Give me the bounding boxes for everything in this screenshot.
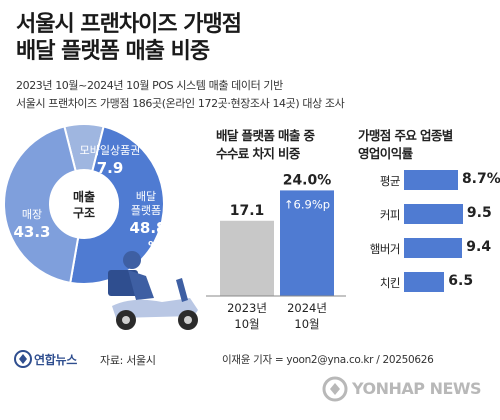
page-title-line2: 배달 플랫폼 매출 비중 bbox=[16, 39, 210, 64]
page-title-line1: 서울시 프랜차이즈 가맹점 bbox=[16, 12, 242, 37]
fee-share-value-1: 24.0% bbox=[283, 172, 332, 188]
fee-share-category-0-year: 2023년 bbox=[227, 301, 267, 315]
margin-value-0: 8.7% bbox=[461, 171, 500, 187]
margin-chart-title-line2: 영업이익률 bbox=[358, 146, 413, 161]
fee-share-category-1-year: 2024년 bbox=[287, 301, 327, 315]
margin-bar-1 bbox=[404, 204, 463, 224]
donut-slice-2 bbox=[3, 125, 80, 284]
margin-value-2: 9.4 bbox=[466, 239, 492, 255]
delivery-scooter-illustration bbox=[108, 251, 198, 330]
watermark-text: YONHAP NEWS bbox=[352, 379, 482, 398]
margin-category-3: 치킨 bbox=[379, 276, 401, 290]
credit-text: 이재윤 기자 = yoon2@yna.co.kr / 20250626 bbox=[222, 354, 434, 366]
margin-bar-0 bbox=[404, 170, 458, 190]
fee-share-bar-1 bbox=[280, 190, 334, 296]
slice-value-delivery: 48.8 bbox=[129, 219, 166, 237]
margin-category-0: 평균 bbox=[379, 174, 401, 188]
operating-margin-bar-chart: 평균 8.7% 커피 9.5 햄버거 9.4 치킨 6.5 bbox=[348, 170, 500, 310]
slice-value-store: 43.3 bbox=[13, 223, 50, 241]
yonhap-watermark-icon bbox=[322, 376, 348, 402]
margin-value-1: 9.5 bbox=[466, 205, 492, 221]
fee-share-category-1-month: 10월 bbox=[294, 317, 319, 331]
slice-label-store: 매장 bbox=[22, 208, 42, 221]
source-text: 자료: 서울시 bbox=[100, 354, 156, 367]
subtitle-line2: 서울시 프랜차이즈 가맹점 186곳(온라인 172곳·현장조사 14곳) 대상… bbox=[16, 97, 345, 110]
margin-chart-title-line1: 가맹점 주요 업종별 bbox=[358, 128, 453, 143]
fee-share-category-0-month: 10월 bbox=[234, 317, 259, 331]
fee-share-value-0: 17.1 bbox=[230, 203, 265, 219]
slice-label-delivery-1: 배달 bbox=[136, 190, 156, 203]
slice-label-delivery-2: 플랫폼 bbox=[131, 204, 161, 217]
margin-bar-2 bbox=[404, 238, 463, 258]
margin-value-3: 6.5 bbox=[448, 273, 474, 289]
donut-hole bbox=[51, 171, 117, 237]
yonhap-logo-text: 연합뉴스 bbox=[34, 353, 77, 367]
fee-share-increase-annotation: ↑6.9%p bbox=[284, 197, 330, 211]
fee-share-bar-0 bbox=[220, 220, 274, 296]
margin-category-2: 햄버거 bbox=[369, 242, 401, 256]
yonhap-logo-icon bbox=[14, 350, 32, 368]
slice-label-mobile-voucher: 모바일상품권 bbox=[80, 143, 141, 157]
donut-center-label-1: 매출 bbox=[73, 189, 95, 204]
fee-share-chart-title-line1: 배달 플랫폼 매출 중 bbox=[216, 128, 315, 143]
donut-slice-1 bbox=[69, 125, 165, 285]
slice-value-mobile-voucher: 7.9 bbox=[97, 159, 124, 177]
slice-value-delivery-unit: % bbox=[148, 239, 160, 253]
margin-bar-3 bbox=[404, 272, 445, 292]
fee-share-chart-title-line2: 수수료 차지 비중 bbox=[216, 146, 300, 161]
margin-category-1: 커피 bbox=[379, 208, 401, 222]
subtitle-line1: 2023년 10월~2024년 10월 POS 시스템 매출 데이터 기반 bbox=[16, 79, 283, 92]
fee-share-bar-chart: 17.1 2023년 10월 24.0% 2024년 10월 ↑6.9%p bbox=[206, 172, 346, 331]
donut-center-label-2: 구조 bbox=[73, 206, 95, 220]
